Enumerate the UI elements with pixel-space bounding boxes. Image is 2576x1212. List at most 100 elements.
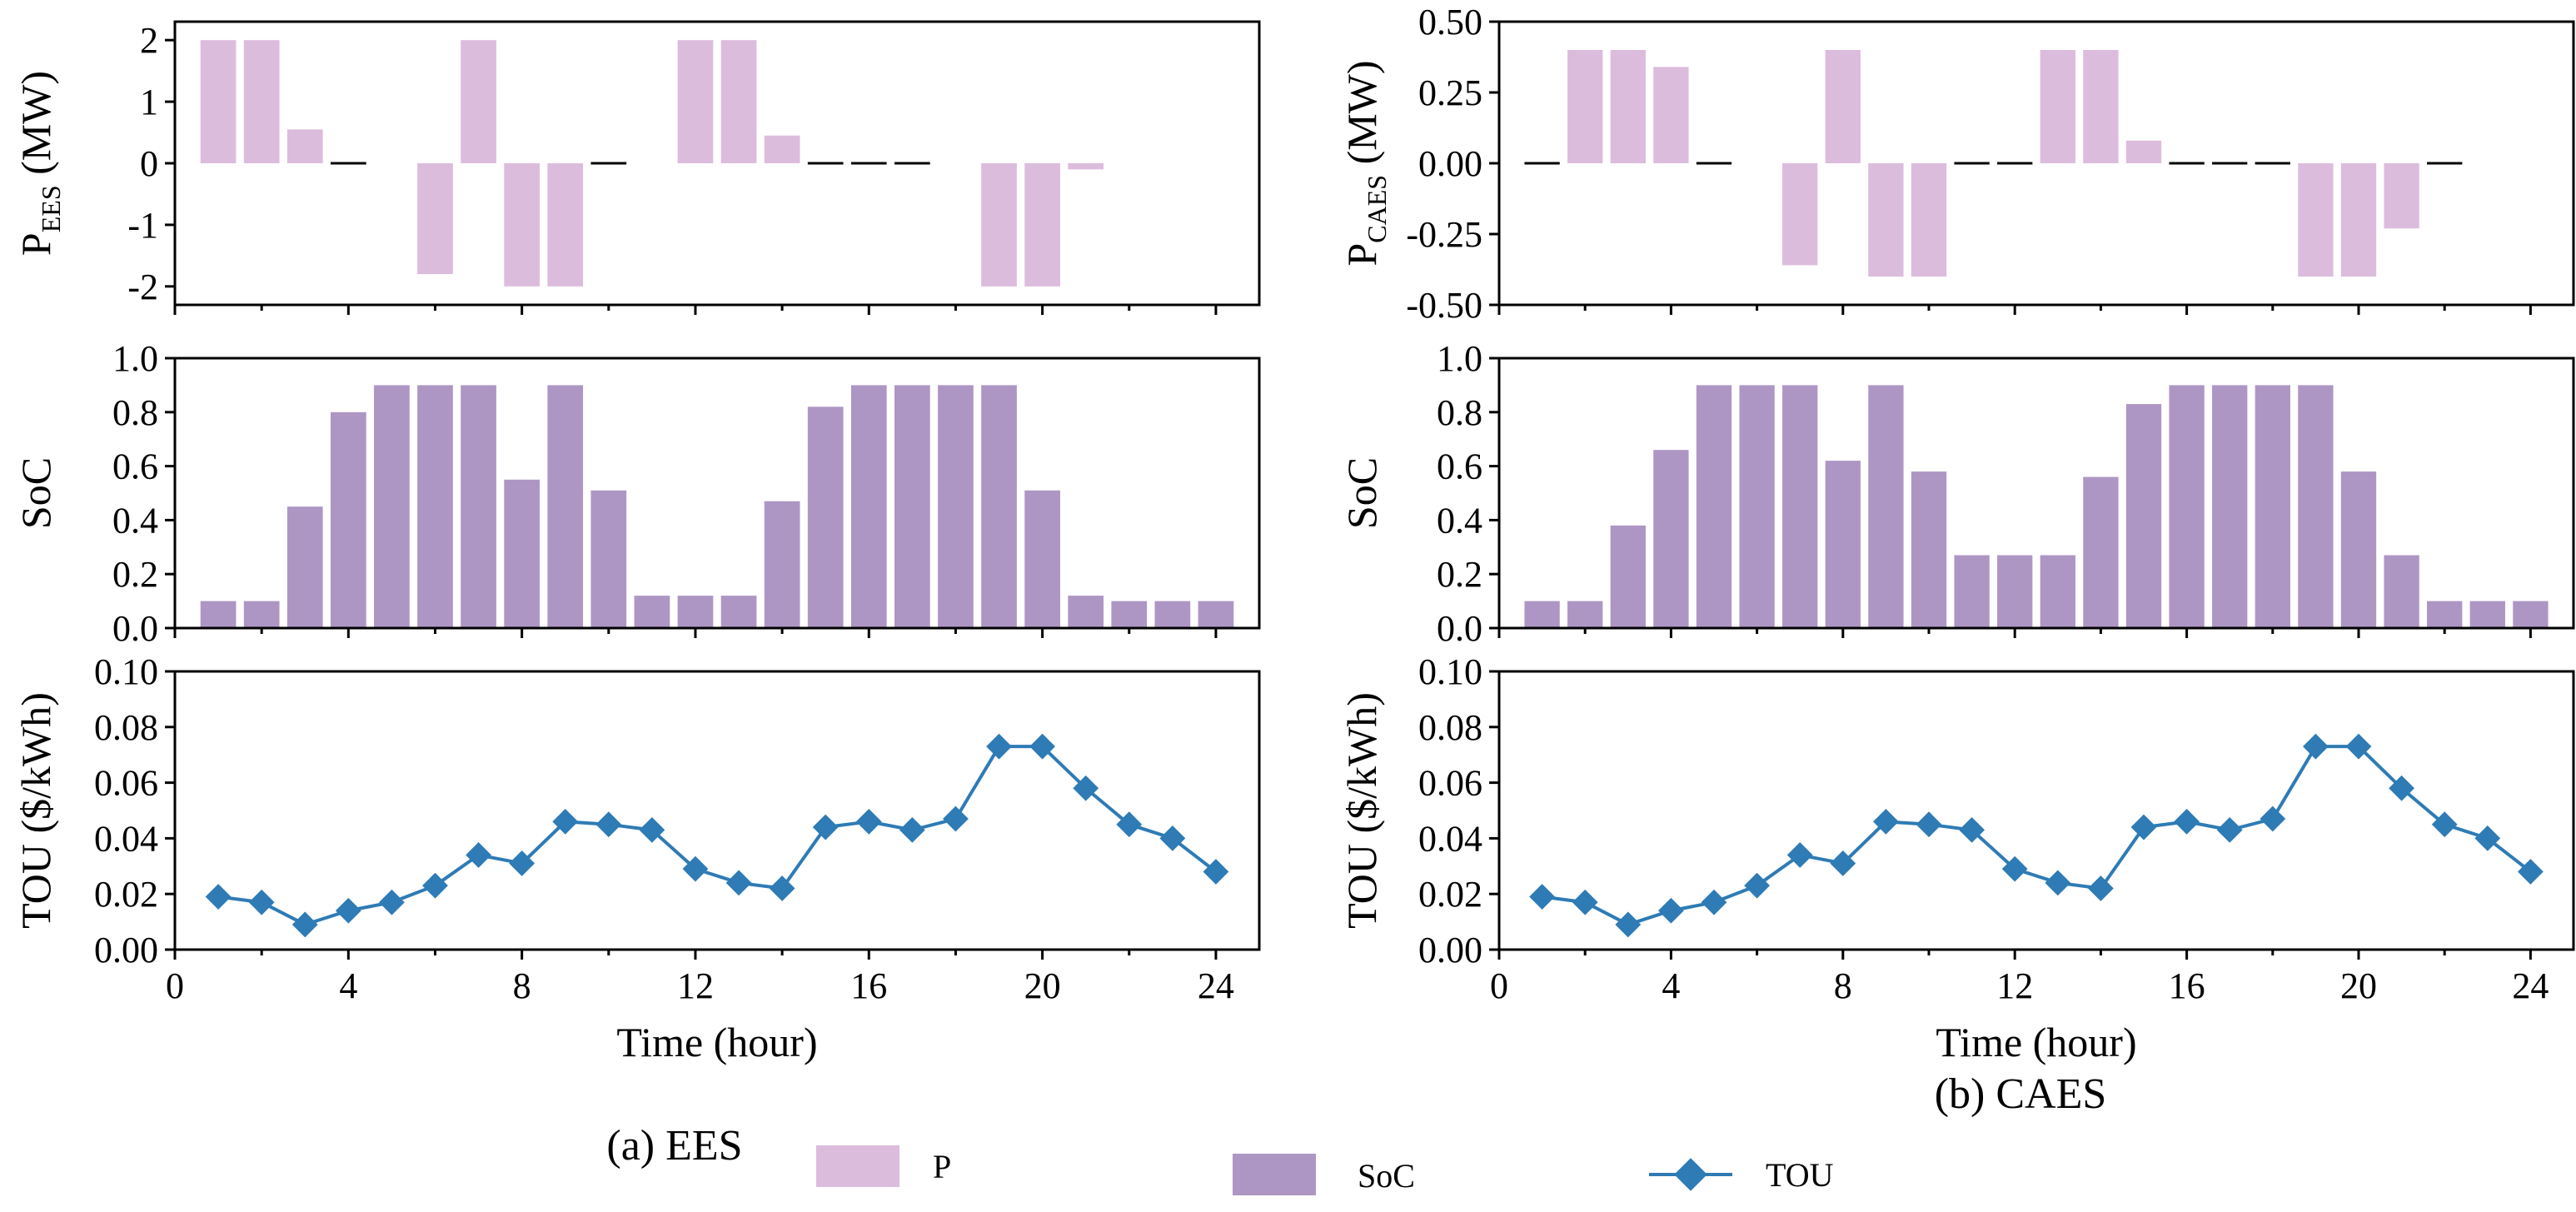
xtick-label-a-tou-12: 12 <box>677 965 714 1006</box>
bar-b-soc-h8 <box>1825 461 1861 628</box>
xtick-label-b-tou-20: 20 <box>2340 965 2377 1006</box>
xtick-label-b-tou-4: 4 <box>1662 965 1680 1006</box>
point-b-tou-h14 <box>2088 875 2114 901</box>
ytick-label-a-tou-2: 0.04 <box>94 818 158 859</box>
bar-b-soc-h21 <box>2384 555 2419 628</box>
xtick-label-b-tou-24: 24 <box>2512 965 2549 1006</box>
legend-soc-label: SoC <box>1358 1157 1415 1195</box>
ytick-label-b-power-2: 0.00 <box>1418 143 1482 184</box>
caption-ees: (a) EES <box>606 1122 742 1170</box>
bar-a-power-h3 <box>286 129 323 163</box>
bar-a-soc-h21 <box>1068 596 1104 628</box>
bar-a-power-h2 <box>243 40 280 163</box>
bar-b-power-h13 <box>2040 50 2075 163</box>
bar-a-soc-h22 <box>1111 601 1148 628</box>
ytick-label-b-tou-1: 0.02 <box>1418 874 1482 915</box>
legend-tou-marker <box>1674 1158 1707 1191</box>
bar-b-power-h14 <box>2083 50 2119 163</box>
bar-b-power-h15 <box>2125 140 2162 163</box>
point-a-tou-h23 <box>1159 825 1186 851</box>
bar-b-soc-h22 <box>2427 601 2463 628</box>
bar-a-soc-h2 <box>243 601 280 628</box>
point-b-tou-h20 <box>2345 733 2372 760</box>
bar-b-soc-h12 <box>1997 555 2033 628</box>
series-line-b-tou <box>1542 745 2532 927</box>
point-b-tou-h21 <box>2389 775 2414 801</box>
point-b-tou-h15 <box>2130 814 2157 840</box>
bar-a-soc-h9 <box>547 385 584 628</box>
bar-a-soc-h8 <box>504 479 540 628</box>
bar-a-soc-h14 <box>764 501 800 628</box>
bar-a-soc-h6 <box>417 385 453 628</box>
bar-a-soc-h13 <box>720 596 757 628</box>
bar-b-soc-h23 <box>2469 601 2505 628</box>
point-b-tou-h23 <box>2474 825 2501 851</box>
point-b-tou-h4 <box>1658 897 1684 924</box>
bar-a-power-h13 <box>720 40 757 163</box>
ytick-label-b-soc-2: 0.4 <box>1437 500 1482 541</box>
xtick-label-b-tou-12: 12 <box>1996 965 2033 1006</box>
bar-b-soc-h24 <box>2513 601 2549 628</box>
point-a-tou-h15 <box>812 814 839 840</box>
bar-a-soc-h16 <box>850 385 887 628</box>
bar-a-soc-h24 <box>1198 601 1234 628</box>
ytick-label-b-tou-5: 0.10 <box>1418 651 1482 692</box>
bar-a-soc-h11 <box>634 596 670 628</box>
bar-a-soc-h7 <box>461 385 496 628</box>
bar-b-soc-h5 <box>1696 385 1732 628</box>
axes-frame-a-tou <box>173 670 1261 951</box>
ytick-label-b-power-0: 0.50 <box>1418 2 1482 42</box>
point-b-tou-h3 <box>1615 911 1642 938</box>
point-a-tou-h5 <box>379 889 405 915</box>
panel-a-tou: 0 4 8 12 16 20 24 0.00 0.02 0.04 0.06 0.08 0.10 TOU (… <box>12 651 1261 1065</box>
point-b-tou-h5 <box>1701 889 1727 915</box>
bar-b-power-h2 <box>1567 50 1603 163</box>
bar-a-soc-h3 <box>286 506 323 628</box>
ytick-label-a-power-2: 0 <box>140 143 158 184</box>
point-a-tou-h21 <box>1073 775 1099 801</box>
ytick-label-a-soc-3: 0.6 <box>112 446 158 487</box>
point-a-tou-h18 <box>943 806 969 832</box>
point-b-tou-h22 <box>2431 811 2458 838</box>
point-b-tou-h6 <box>1744 872 1770 899</box>
point-a-tou-h20 <box>1029 733 1055 760</box>
axes-frame-a-soc <box>173 357 1261 630</box>
point-a-tou-h24 <box>1203 859 1229 885</box>
bar-b-soc-h3 <box>1610 525 1646 628</box>
ytick-label-a-tou-4: 0.08 <box>94 707 158 748</box>
bar-a-soc-h18 <box>938 385 974 628</box>
ytick-label-a-power-0: 2 <box>140 20 158 61</box>
ytick-label-a-tou-3: 0.06 <box>94 763 158 804</box>
panel-b-tou: 0 4 8 12 16 20 24 0.00 0.02 0.04 0.06 0.08 0.10 TOU (… <box>1338 651 2575 1065</box>
ytick-label-b-power-3: -0.25 <box>1406 214 1482 255</box>
bar-b-power-h4 <box>1653 67 1689 163</box>
ylabel-a-soc: SoC <box>12 457 59 529</box>
point-b-tou-h18 <box>2260 806 2286 832</box>
bar-a-power-h21 <box>1068 163 1104 170</box>
axes-frame-b-soc <box>1497 357 2575 630</box>
xtick-label-a-tou-0: 0 <box>166 965 184 1006</box>
point-a-tou-h6 <box>422 872 448 899</box>
ytick-label-a-power-4: -2 <box>127 267 158 307</box>
series-line-a-tou <box>217 745 1218 927</box>
bar-b-power-h20 <box>2340 163 2377 277</box>
ytick-label-a-tou-0: 0.00 <box>94 930 158 970</box>
point-b-tou-h8 <box>1830 850 1856 876</box>
ytick-label-b-soc-5: 1.0 <box>1437 338 1482 379</box>
bar-a-soc-h4 <box>330 411 366 628</box>
point-b-tou-h17 <box>2216 816 2243 843</box>
bar-b-power-h3 <box>1610 50 1646 163</box>
bar-b-power-h21 <box>2384 163 2419 229</box>
axes-frame-b-tou <box>1497 670 2575 951</box>
point-a-tou-h2 <box>248 889 275 915</box>
xlabel-b-tou: Time (hour) <box>1936 1019 2136 1065</box>
bar-a-soc-h1 <box>200 601 237 628</box>
bar-a-power-h9 <box>547 163 584 287</box>
ytick-label-a-power-1: 1 <box>140 82 158 122</box>
point-b-tou-h2 <box>1572 889 1598 915</box>
ytick-label-b-tou-3: 0.06 <box>1418 763 1482 804</box>
bar-b-power-h9 <box>1868 163 1904 277</box>
bar-a-power-h12 <box>677 40 714 163</box>
point-b-tou-h7 <box>1786 842 1813 868</box>
ylabel-a-tou: TOU ($/kWh) <box>12 692 59 929</box>
